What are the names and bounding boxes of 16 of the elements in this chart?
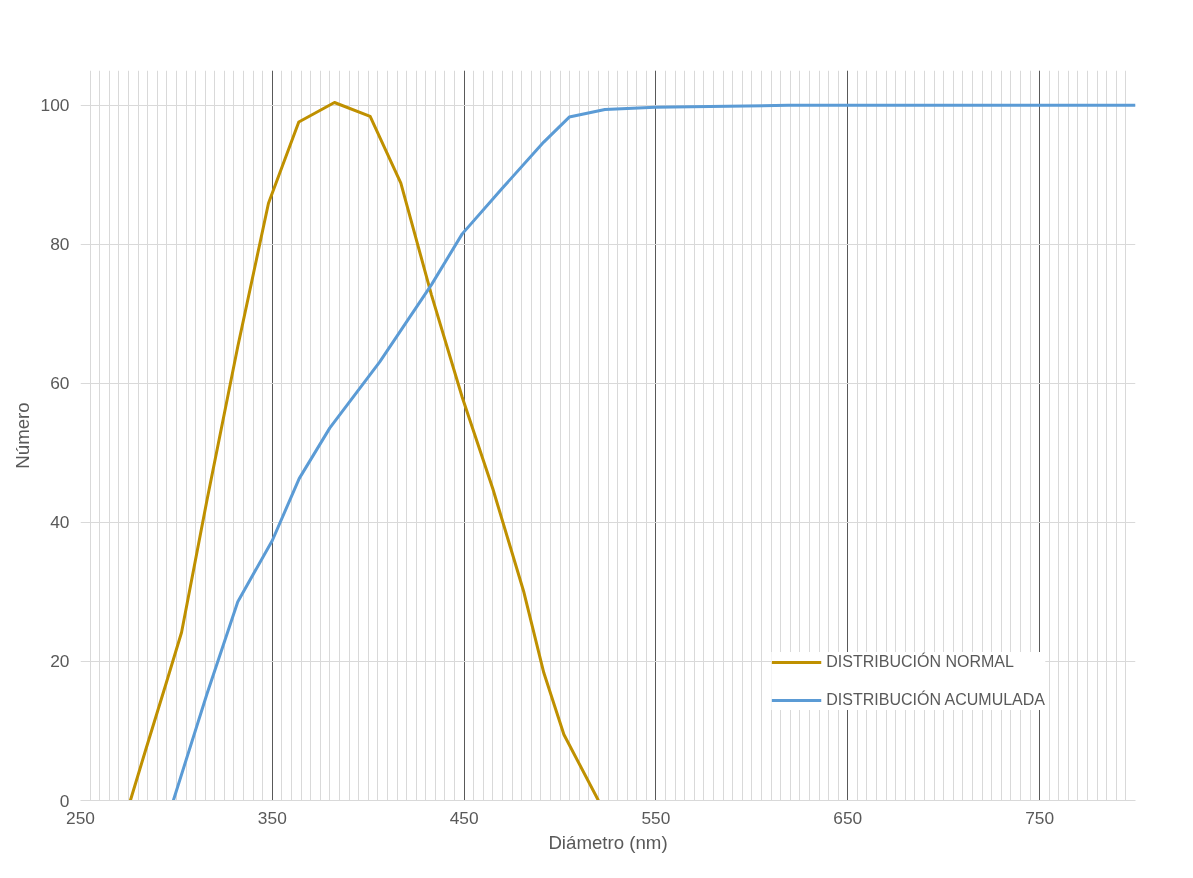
y-tick-label: 20: [50, 651, 70, 672]
line-series: [128, 100, 600, 801]
x-tick-label: 650: [833, 807, 863, 828]
y-tick-label: 100: [40, 95, 70, 116]
x-tick-label: 550: [641, 807, 671, 828]
y-tick-label: 40: [50, 512, 70, 533]
legend-label: DISTRIBUCIÓN ACUMULADA: [826, 691, 1045, 709]
y-tick-label: 60: [50, 373, 70, 394]
x-tick-label: 450: [449, 807, 479, 828]
legend-label: DISTRIBUCIÓN NORMAL: [826, 653, 1014, 671]
x-tick-label: 750: [1025, 807, 1055, 828]
line-series: [171, 103, 1136, 801]
x-tick-label: 350: [257, 807, 287, 828]
y-tick-label: 80: [50, 234, 70, 255]
y-axis-title: Número: [11, 402, 33, 469]
x-axis-title: Diámetro (nm): [548, 831, 668, 853]
